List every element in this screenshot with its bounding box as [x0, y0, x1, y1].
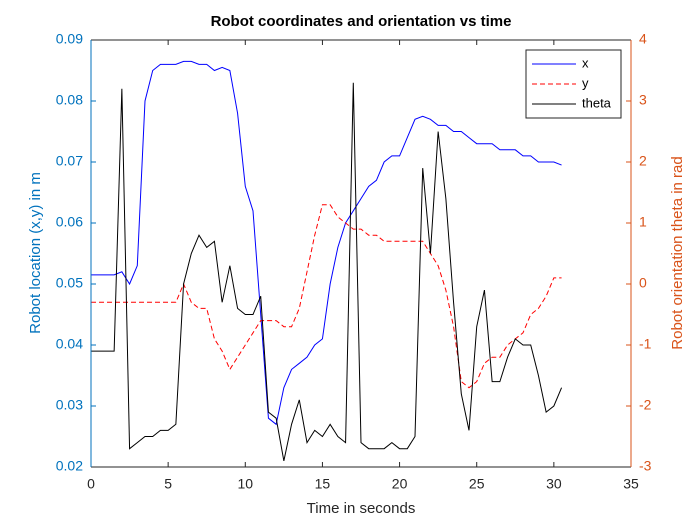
y2-tick-label: -1	[639, 336, 652, 352]
y2-tick-label: -2	[639, 397, 652, 413]
y-tick-label: 0.06	[56, 214, 83, 230]
x-tick-label: 20	[392, 476, 408, 492]
y-tick-label: 0.02	[56, 458, 83, 474]
y-tick-label: 0.09	[56, 31, 83, 47]
series-line	[91, 204, 562, 389]
y-tick-label: 0.07	[56, 153, 83, 169]
x-tick-label: 35	[623, 476, 639, 492]
x-tick-label: 10	[237, 476, 253, 492]
x-tick-label: 15	[315, 476, 331, 492]
x-tick-label: 0	[87, 476, 95, 492]
y2-tick-label: 1	[639, 214, 647, 230]
y2-tick-label: 0	[639, 275, 647, 291]
x-axis-label: Time in seconds	[307, 500, 416, 517]
y2-tick-label: -3	[639, 458, 652, 474]
chart-title: Robot coordinates and orientation vs tim…	[211, 13, 512, 30]
series-line	[91, 60, 562, 426]
y2-axis-label: Robot orientation theta in rad	[669, 156, 686, 349]
x-tick-label: 5	[164, 476, 172, 492]
y-tick-label: 0.05	[56, 275, 83, 291]
series-line	[91, 82, 563, 462]
y-axis-label: Robot location (x,y) in m	[27, 172, 44, 334]
y2-tick-label: 2	[639, 153, 647, 169]
legend-label: y	[582, 75, 589, 90]
y-tick-label: 0.08	[56, 92, 83, 108]
x-tick-label: 30	[546, 476, 562, 492]
y2-tick-label: 4	[639, 31, 647, 47]
y-tick-label: 0.04	[56, 336, 83, 352]
y2-tick-label: 3	[639, 92, 647, 108]
legend-label: theta	[582, 95, 612, 110]
y-tick-label: 0.03	[56, 397, 83, 413]
x-tick-label: 25	[469, 476, 485, 492]
legend-label: x	[582, 55, 589, 70]
